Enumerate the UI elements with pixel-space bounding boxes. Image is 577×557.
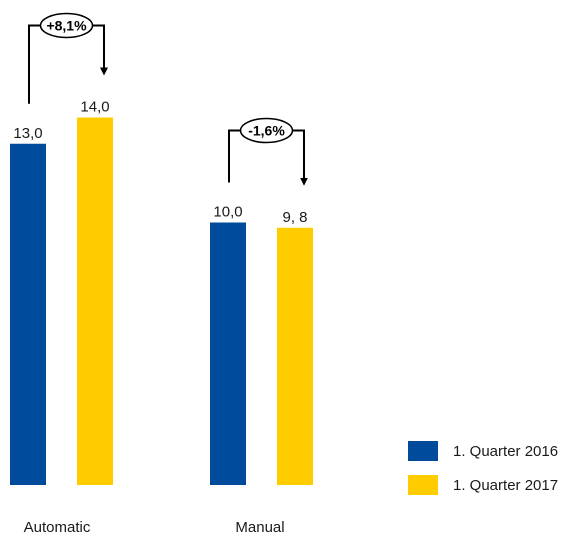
category-label-manual: Manual <box>235 519 284 536</box>
change-label-automatic: +8,1% <box>46 18 87 34</box>
change-bubble-manual <box>239 117 294 144</box>
value-label-automatic-series-2: 14,0 <box>80 99 109 116</box>
legend-item-series-2: 1. Quarter 2017 <box>408 474 558 496</box>
legend-item-series-1: 1. Quarter 2016 <box>408 440 558 462</box>
value-label-manual-series-2: 9, 8 <box>282 209 307 226</box>
change-bubble-automatic <box>39 12 94 39</box>
legend-label-series-1: 1. Quarter 2016 <box>453 442 559 460</box>
legend-swatch-series-2 <box>408 475 438 495</box>
value-label-manual-series-1: 10,0 <box>213 204 242 221</box>
category-label-automatic: Automatic <box>24 519 91 536</box>
category-labels-layer: Automatic Manual <box>24 519 285 536</box>
bar-manual-series-1 <box>210 222 246 485</box>
bar-automatic-series-1 <box>10 143 46 485</box>
legend-label-series-2: 1. Quarter 2017 <box>453 476 559 494</box>
bar-manual-series-2 <box>277 227 313 485</box>
value-label-automatic-series-1: 13,0 <box>13 125 42 142</box>
change-label-manual: -1,6% <box>248 123 285 139</box>
legend-swatch-series-1 <box>408 441 438 461</box>
bar-automatic-series-2 <box>77 117 113 485</box>
change-annotations-layer: +8,1% -1,6% <box>28 12 308 186</box>
bars-layer <box>10 117 313 485</box>
value-labels-layer: 13,0 14,0 10,0 9, 8 <box>13 99 307 226</box>
legend: 1. Quarter 2016 1. Quarter 2017 <box>408 440 558 508</box>
